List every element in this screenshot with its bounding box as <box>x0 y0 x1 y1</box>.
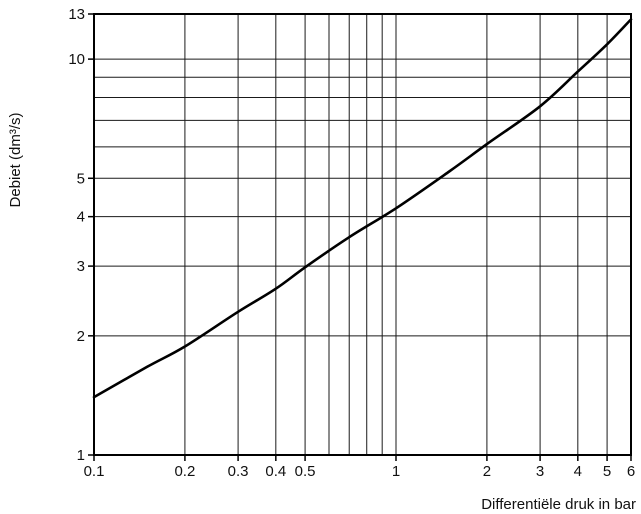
x-axis-title: Differentiële druk in bar <box>481 496 636 513</box>
grid-layer <box>94 14 631 455</box>
x-tick-label: 0.4 <box>265 463 286 480</box>
x-tick-label: 1 <box>392 463 400 480</box>
y-axis-title: Debiet (dm³/s) <box>7 112 24 207</box>
flow-curve <box>92 18 633 399</box>
x-tick-label: 2 <box>483 463 491 480</box>
y-tick-label: 5 <box>77 170 85 187</box>
y-tick-label: 1 <box>77 447 85 464</box>
y-tick-label: 10 <box>68 51 85 68</box>
x-tick-label: 0.5 <box>295 463 316 480</box>
tick-layer <box>88 13 632 461</box>
y-tick-label: 4 <box>77 209 85 226</box>
x-tick-label: 5 <box>603 463 611 480</box>
y-tick-label: 2 <box>77 328 85 345</box>
x-tick-label: 6 <box>627 463 635 480</box>
y-tick-label: 13 <box>68 6 85 23</box>
y-tick-label: 3 <box>77 258 85 275</box>
x-tick-label: 0.3 <box>228 463 249 480</box>
x-tick-label: 4 <box>574 463 582 480</box>
x-tick-label: 0.2 <box>174 463 195 480</box>
plot-frame <box>93 13 632 456</box>
x-tick-label: 3 <box>536 463 544 480</box>
x-tick-label: 0.1 <box>84 463 105 480</box>
